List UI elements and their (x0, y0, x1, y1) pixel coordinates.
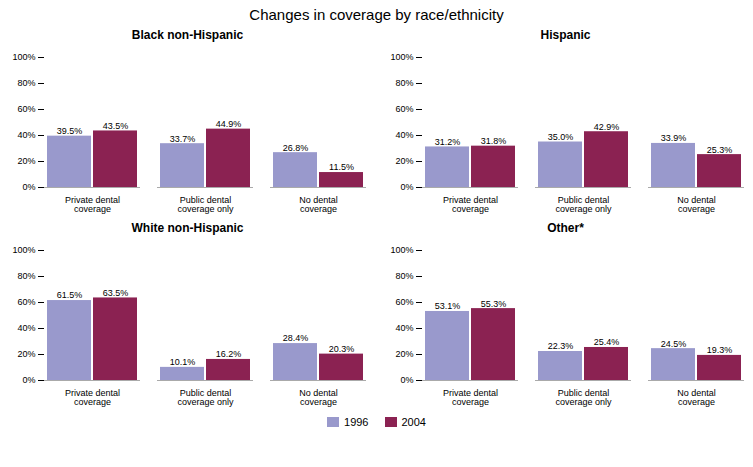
svg-text:53.1%: 53.1% (434, 301, 460, 311)
svg-text:40%: 40% (17, 130, 35, 140)
svg-text:10.1%: 10.1% (169, 357, 195, 367)
svg-text:100%: 100% (12, 245, 35, 255)
svg-text:31.2%: 31.2% (434, 137, 460, 147)
svg-text:42.9%: 42.9% (593, 122, 619, 132)
svg-text:80%: 80% (17, 271, 35, 281)
svg-text:40%: 40% (395, 323, 413, 333)
svg-text:Public dentalcoverage only: Public dentalcoverage only (177, 195, 234, 214)
svg-text:Private dentalcoverage: Private dentalcoverage (442, 195, 497, 214)
svg-text:0%: 0% (22, 375, 35, 385)
svg-text:60%: 60% (395, 104, 413, 114)
svg-text:100%: 100% (390, 245, 413, 255)
svg-text:25.3%: 25.3% (706, 144, 732, 154)
svg-text:20%: 20% (17, 156, 35, 166)
svg-text:28.4%: 28.4% (282, 333, 308, 343)
svg-text:Private dentalcoverage: Private dentalcoverage (64, 195, 119, 214)
svg-text:100%: 100% (12, 52, 35, 62)
svg-text:63.5%: 63.5% (102, 288, 128, 298)
html-text:Changes in coverage by race/et: Changes in coverage by race/ethnicity (249, 6, 504, 23)
svg-text:31.8%: 31.8% (480, 136, 506, 146)
svg-text:11.5%: 11.5% (329, 162, 354, 172)
svg-text:33.7%: 33.7% (169, 134, 195, 144)
html-text:2004: 2004 (401, 416, 426, 428)
svg-text:100%: 100% (390, 52, 413, 62)
svg-text:20%: 20% (395, 349, 413, 359)
svg-text:60%: 60% (17, 104, 35, 114)
html-text:Hispanic: Hispanic (540, 28, 591, 42)
svg-text:16.2%: 16.2% (215, 349, 241, 359)
html-text:Other*: Other* (547, 221, 584, 235)
svg-text:No dentalcoverage: No dentalcoverage (677, 388, 716, 407)
svg-text:Public dentalcoverage only: Public dentalcoverage only (555, 195, 612, 214)
svg-text:No dentalcoverage: No dentalcoverage (299, 195, 338, 214)
html-text:Black non-Hispanic: Black non-Hispanic (131, 28, 244, 42)
svg-text:20%: 20% (17, 349, 35, 359)
svg-text:20.3%: 20.3% (328, 344, 354, 354)
svg-text:Public dentalcoverage only: Public dentalcoverage only (555, 388, 612, 407)
svg-text:24.5%: 24.5% (660, 339, 686, 349)
svg-text:61.5%: 61.5% (56, 290, 82, 300)
svg-text:80%: 80% (395, 271, 413, 281)
svg-text:80%: 80% (17, 78, 35, 88)
svg-text:0%: 0% (400, 375, 413, 385)
svg-text:44.9%: 44.9% (215, 119, 241, 129)
svg-text:No dentalcoverage: No dentalcoverage (299, 388, 338, 407)
svg-text:39.5%: 39.5% (56, 126, 82, 136)
svg-text:25.4%: 25.4% (593, 337, 619, 347)
html-text:White non-Hispanic: White non-Hispanic (131, 221, 244, 235)
svg-text:80%: 80% (395, 78, 413, 88)
svg-text:Private dentalcoverage: Private dentalcoverage (442, 388, 497, 407)
svg-text:60%: 60% (17, 297, 35, 307)
svg-text:19.3%: 19.3% (706, 345, 732, 355)
svg-text:40%: 40% (17, 323, 35, 333)
svg-text:Private dentalcoverage: Private dentalcoverage (64, 388, 119, 407)
svg-text:35.0%: 35.0% (547, 132, 573, 142)
html-text:1996: 1996 (344, 416, 369, 428)
svg-text:55.3%: 55.3% (480, 298, 506, 308)
svg-text:43.5%: 43.5% (102, 121, 128, 131)
svg-text:22.3%: 22.3% (547, 341, 573, 351)
svg-text:0%: 0% (400, 182, 413, 192)
svg-text:0%: 0% (22, 182, 35, 192)
svg-text:No dentalcoverage: No dentalcoverage (677, 195, 716, 214)
svg-text:33.9%: 33.9% (660, 133, 686, 143)
svg-text:26.8%: 26.8% (282, 143, 308, 153)
svg-text:60%: 60% (395, 297, 413, 307)
svg-text:Public dentalcoverage only: Public dentalcoverage only (177, 388, 234, 407)
svg-text:40%: 40% (395, 130, 413, 140)
svg-text:20%: 20% (395, 156, 413, 166)
